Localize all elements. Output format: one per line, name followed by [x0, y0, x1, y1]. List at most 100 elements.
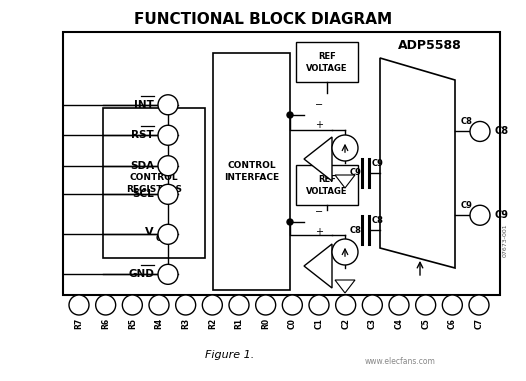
Text: 2: 2 [104, 303, 108, 307]
Polygon shape [304, 244, 332, 288]
Text: Figure 1.: Figure 1. [205, 350, 255, 360]
Circle shape [176, 295, 196, 315]
Circle shape [158, 264, 178, 284]
Text: C4: C4 [394, 318, 403, 329]
Polygon shape [335, 175, 355, 188]
Text: 12: 12 [368, 303, 376, 307]
Text: 3: 3 [130, 303, 134, 307]
Text: SCL: SCL [132, 189, 154, 199]
Text: C1: C1 [315, 318, 323, 329]
Text: C8: C8 [350, 226, 362, 234]
Text: INT: INT [134, 100, 154, 110]
Circle shape [336, 295, 356, 315]
Circle shape [158, 95, 178, 115]
Text: C9: C9 [350, 168, 362, 176]
Circle shape [203, 295, 222, 315]
Text: 19: 19 [163, 270, 173, 279]
Text: 9: 9 [290, 303, 295, 307]
Text: 14: 14 [422, 303, 430, 307]
Text: 4: 4 [157, 303, 161, 307]
Circle shape [123, 295, 143, 315]
Text: 07673-001: 07673-001 [502, 223, 508, 257]
Circle shape [332, 135, 358, 161]
Text: C9: C9 [461, 201, 473, 210]
Text: C3: C3 [368, 318, 377, 329]
Circle shape [469, 295, 489, 315]
Text: C8: C8 [461, 117, 473, 126]
Bar [103, 108, 205, 258]
Text: REGISTERS: REGISTERS [126, 184, 182, 194]
Text: R4: R4 [155, 318, 164, 329]
Circle shape [362, 295, 382, 315]
Circle shape [69, 295, 89, 315]
Text: 18: 18 [476, 211, 485, 220]
Text: SDA: SDA [130, 161, 154, 171]
Text: C6: C6 [448, 318, 457, 329]
Text: 8: 8 [264, 303, 268, 307]
Circle shape [332, 239, 358, 265]
Text: CC: CC [156, 234, 167, 243]
Text: VOLTAGE: VOLTAGE [306, 187, 348, 195]
Text: C5: C5 [421, 318, 430, 329]
Circle shape [256, 295, 276, 315]
Text: 6: 6 [210, 303, 214, 307]
Text: 16: 16 [475, 303, 483, 307]
Circle shape [470, 205, 490, 225]
Text: 10: 10 [315, 303, 323, 307]
Bar [63, 32, 500, 295]
Text: R2: R2 [208, 318, 217, 329]
Text: GND: GND [128, 269, 154, 279]
Text: R1: R1 [235, 318, 244, 329]
Text: REF: REF [318, 174, 336, 184]
Circle shape [158, 224, 178, 244]
Circle shape [158, 156, 178, 176]
Bar [296, 165, 358, 205]
Text: RST: RST [132, 130, 154, 140]
Circle shape [287, 219, 293, 225]
Circle shape [416, 295, 436, 315]
Text: C9: C9 [372, 159, 384, 168]
Text: 7: 7 [237, 303, 241, 307]
Text: www.elecfans.com: www.elecfans.com [365, 357, 436, 367]
Text: C7: C7 [474, 318, 483, 329]
Circle shape [229, 295, 249, 315]
Circle shape [287, 112, 293, 118]
Circle shape [149, 295, 169, 315]
Text: +: + [316, 227, 323, 237]
Text: INTERFACE: INTERFACE [224, 173, 279, 182]
Text: 11: 11 [342, 303, 350, 307]
Circle shape [282, 295, 302, 315]
Text: R7: R7 [75, 318, 84, 329]
Text: REF: REF [318, 51, 336, 61]
Text: C2: C2 [341, 318, 350, 329]
Text: R3: R3 [181, 318, 190, 329]
Polygon shape [335, 280, 355, 293]
Text: 22: 22 [163, 161, 173, 170]
Text: CONTROL: CONTROL [227, 161, 276, 170]
Text: 24: 24 [163, 100, 173, 109]
Text: 15: 15 [449, 303, 456, 307]
Circle shape [442, 295, 462, 315]
Text: 23: 23 [163, 190, 173, 199]
Circle shape [158, 125, 178, 145]
Polygon shape [304, 137, 332, 181]
Polygon shape [380, 58, 455, 268]
Text: 5: 5 [184, 303, 188, 307]
Text: R0: R0 [261, 318, 270, 329]
Circle shape [389, 295, 409, 315]
Text: 20: 20 [163, 131, 173, 140]
Text: CONTROL: CONTROL [130, 173, 178, 181]
Text: 1: 1 [77, 303, 81, 307]
Text: −: − [316, 207, 323, 217]
Text: 21: 21 [163, 230, 173, 239]
Text: ADP5588: ADP5588 [398, 38, 462, 51]
Text: −: − [316, 100, 323, 110]
Bar [213, 53, 290, 290]
Text: R6: R6 [101, 318, 110, 329]
Text: R5: R5 [128, 318, 137, 329]
Text: C8: C8 [494, 126, 508, 136]
Text: V: V [145, 227, 154, 237]
Text: C9: C9 [494, 210, 508, 220]
Text: C0: C0 [288, 318, 297, 329]
Bar [296, 42, 358, 82]
